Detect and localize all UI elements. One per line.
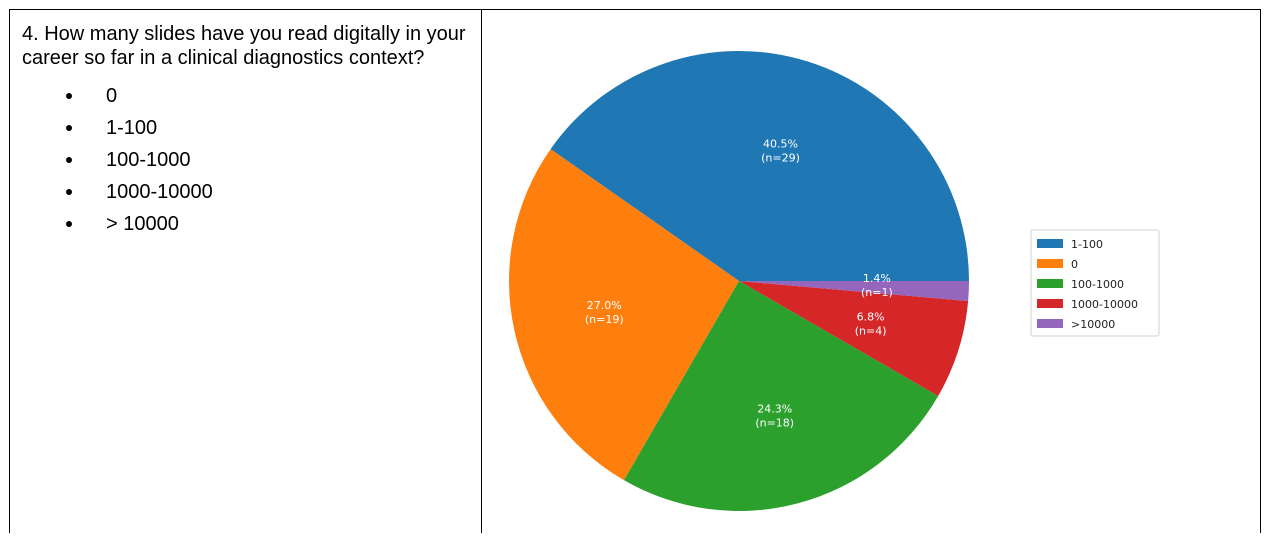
pie-slice-100-1000 [624,281,939,511]
answer-option: > 10000 [22,208,472,240]
answer-option-label: 0 [106,85,118,107]
pie-slices [509,51,969,511]
pie-slice-10000 [739,281,969,302]
pie-labels: 40.5%(n=29)27.0%(n=19)24.3%(n=18)6.8%(n=… [585,137,893,429]
bullet-icon [66,189,72,195]
legend-swatch [1037,259,1063,268]
answer-option: 1-100 [22,112,472,144]
legend-label: 1000-10000 [1071,298,1138,311]
pie-slice-0 [509,149,739,481]
slice-percent-label: 40.5% [763,137,798,150]
chart-cell: 40.5% (n=29) 27.0% (n=19) 24.3% (n=18) 6.8% (n=… [483,11,1259,533]
slice-percent-label: 24.3% [757,402,792,415]
answer-option-label: 1000-10000 [106,181,213,203]
legend-swatch [1037,239,1063,248]
answer-options-list: 0 1-100 100-1000 1000-10000 > 10000 [22,80,472,240]
bullet-icon [66,125,72,131]
answer-option-label: > 10000 [106,213,179,235]
bullet-icon [66,157,72,163]
question-text: 4. How many slides have you read digital… [22,23,466,69]
legend-swatch [1037,319,1063,328]
bullet-icon [66,93,72,99]
slice-count-label: (n=1) [861,286,893,299]
answer-option: 0 [22,80,472,112]
slice-count-label: (n=4) [855,324,887,337]
pie-slice-1-100 [550,51,969,282]
pie-chart: 40.5%(n=29)27.0%(n=19)24.3%(n=18)6.8%(n=… [509,51,1160,511]
slice-percent-label: 6.8% [857,310,885,323]
question-cell: 4. How many slides have you read digital… [22,22,472,240]
answer-option: 100-1000 [22,144,472,176]
table-right-border [1260,9,1261,533]
answer-option-label: 1-100 [106,117,158,139]
legend-swatch [1037,279,1063,288]
slice-count-label: (n=18) [755,416,794,429]
slice-count-label: (n=19) [585,313,624,326]
answer-option-label: 100-1000 [106,149,191,171]
slice-percent-label: 1.4% [863,272,891,285]
legend-swatch [1037,299,1063,308]
slice-percent-label: 27.0% [587,299,622,312]
legend-label: 100-1000 [1071,278,1124,291]
answer-option: 1000-10000 [22,176,472,208]
table-top-border [9,9,1261,10]
legend-label: >10000 [1071,318,1115,331]
table-left-border [9,9,10,533]
legend-label: 0 [1071,258,1078,271]
pie-slice-1000-10000 [739,281,969,396]
legend-label: 1-100 [1071,238,1103,251]
chart-legend: 1-100 0 100-1000 1000-10000 >10000 [1030,229,1160,337]
table-column-divider [481,9,482,533]
legend-box [1030,229,1160,337]
bullet-icon [66,221,72,227]
slice-count-label: (n=29) [761,151,800,164]
